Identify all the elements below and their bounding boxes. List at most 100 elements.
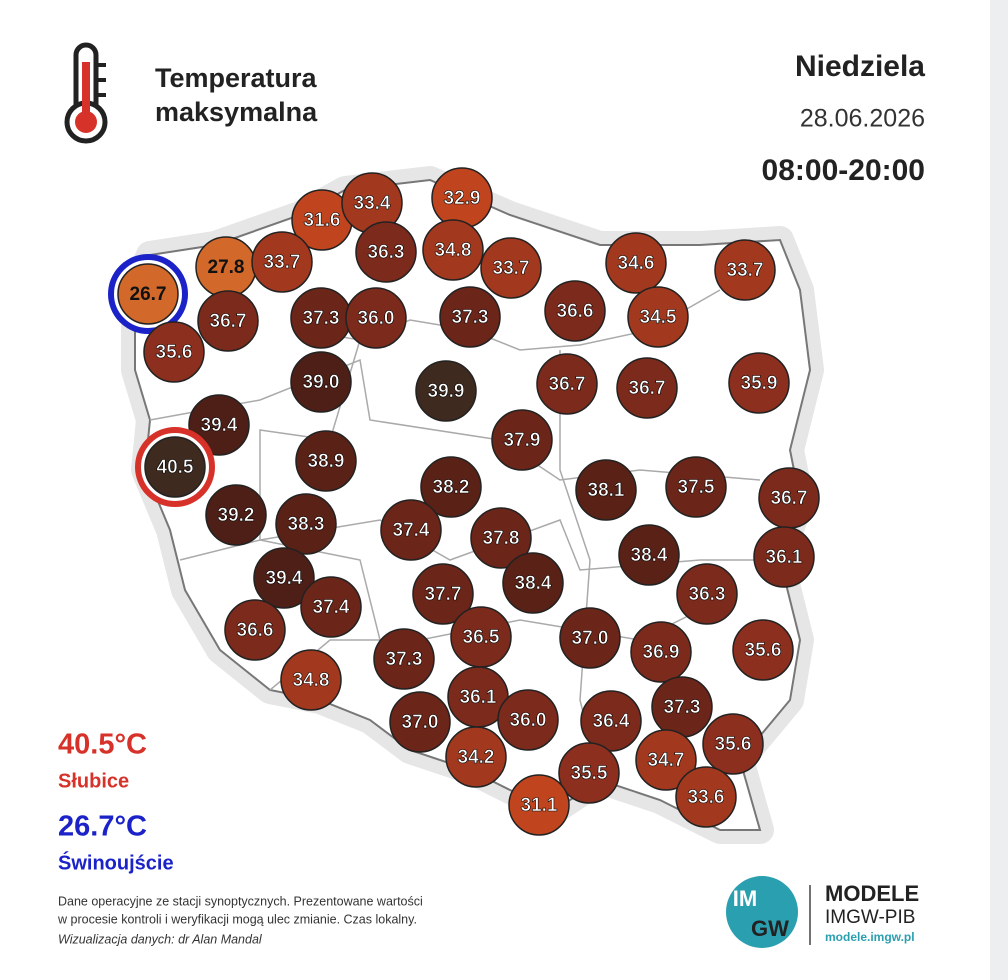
station-marker [253,547,315,609]
title-line: maksymalna [155,97,318,127]
station-value: 37.5 [678,477,715,498]
station-marker [702,713,764,775]
station-marker [251,231,313,293]
station-value: 37.8 [483,528,520,549]
station-marker [389,691,451,753]
station-value: 34.7 [648,750,685,771]
side-strip [990,0,1008,980]
station-marker [675,766,737,828]
station-value: 33.7 [727,260,764,281]
station-marker [205,484,267,546]
station-value: 33.4 [354,193,391,214]
station-value: 37.4 [393,520,430,541]
stations: 31.6 33.4 32.9 27.8 33.7 36.3 34.8 33.7 34.6 33.7… [108,167,820,836]
station-value: 33.7 [264,252,301,273]
station-value: 36.3 [368,242,405,263]
note-line: w procesie kontroli i weryfikacji mogą u… [57,912,417,926]
station-value: 37.9 [504,430,541,451]
station-marker [445,726,507,788]
station-marker [355,221,417,283]
station-marker [422,219,484,281]
station-marker [224,599,286,661]
logo-url: modele.imgw.pl [825,930,915,944]
station-value: 38.9 [308,451,345,472]
max-value: 40.5°C [58,729,147,761]
station-value: 34.8 [293,670,330,691]
station-value: 36.3 [689,584,726,605]
station-marker [728,352,790,414]
day: Niedziela [795,50,925,83]
station-value: 38.3 [288,514,325,535]
station-value: 37.4 [313,597,350,618]
station-marker [470,507,532,569]
station-value: 36.7 [771,488,808,509]
station-marker [616,357,678,419]
station-value: 38.4 [631,545,668,566]
station-marker [295,430,357,492]
station-marker [575,459,637,521]
date: 28.06.2026 [800,105,925,133]
station-value: 27.8 [208,257,245,278]
station-marker [300,576,362,638]
station-value: 38.4 [515,573,552,594]
station-value: 36.7 [629,378,666,399]
station-marker [580,690,642,752]
station-marker [497,689,559,751]
station-marker [630,621,692,683]
station-value: 32.9 [444,188,481,209]
station-value: 33.7 [493,258,530,279]
station-marker [143,321,205,383]
station-value: 34.6 [618,253,655,274]
station-marker [627,286,689,348]
station-value: 36.4 [593,711,630,732]
station-marker [508,774,570,836]
station-marker [732,619,794,681]
station-value: 36.1 [766,547,803,568]
station-value: 35.6 [715,734,752,755]
station-value: 35.5 [571,763,608,784]
station-value: 36.9 [643,642,680,663]
station-value: 37.3 [452,307,489,328]
station-marker [373,628,435,690]
hours: 08:00-20:00 [762,154,925,187]
station-value: 36.1 [460,687,497,708]
station-marker [753,526,815,588]
station-value: 35.6 [745,640,782,661]
credit: Wizualizacja danych: dr Alan Mandal [58,932,263,946]
station-value: 39.4 [266,568,303,589]
station-value: 26.7 [130,284,167,305]
station-marker [345,287,407,349]
title-line: Temperatura [155,63,318,93]
station-value: 39.2 [218,505,255,526]
station-value: 37.0 [402,712,439,733]
max-place: Słubice [58,770,129,792]
station-value: 37.7 [425,584,462,605]
station-marker [197,290,259,352]
station-value: 36.0 [358,308,395,329]
thermometer-icon [64,42,108,144]
station-value: 31.6 [304,210,341,231]
logo: IM GW MODELE IMGW-PIB modele.imgw.pl [726,876,919,948]
logo-mark: GW [751,916,789,941]
station-value: 39.0 [303,372,340,393]
station-marker [536,353,598,415]
min-value: 26.7°C [58,811,147,843]
note-line: Dane operacyjne ze stacji synoptycznych.… [58,894,423,908]
station-value: 36.7 [549,374,586,395]
station-value: 36.6 [557,301,594,322]
station-value: 38.2 [433,477,470,498]
station-value: 35.9 [741,373,778,394]
station-value: 38.1 [588,480,625,501]
station-marker [380,499,442,561]
station-value: 37.3 [664,697,701,718]
station-value: 36.7 [210,311,247,332]
station-marker [618,524,680,586]
station-marker [544,280,606,342]
station-marker [491,409,553,471]
station-value: 37.3 [303,308,340,329]
station-value: 34.8 [435,240,472,261]
station-marker [558,742,620,804]
station-value: 37.3 [386,649,423,670]
station-marker [117,263,179,325]
